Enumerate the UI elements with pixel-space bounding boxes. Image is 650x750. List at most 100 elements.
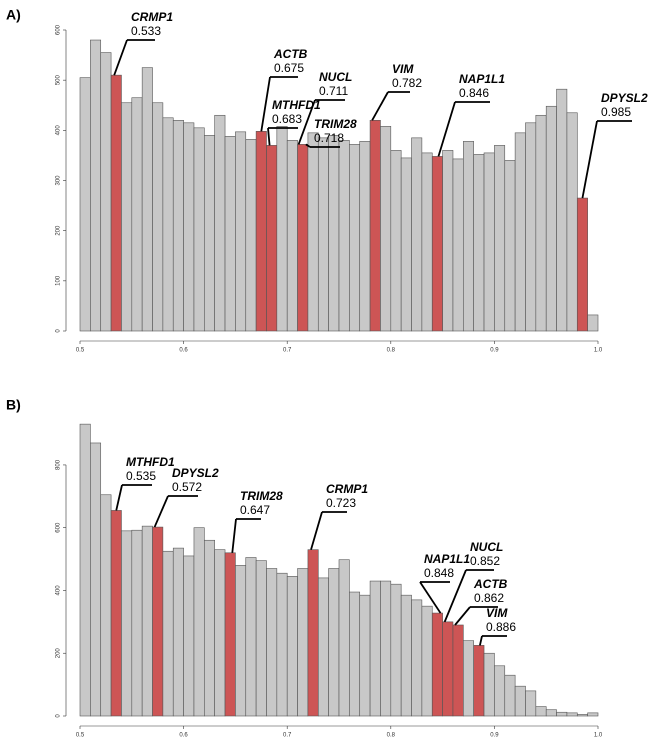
y-tick-label: 400 — [56, 585, 62, 596]
annotation-gene: DPYSL2 — [172, 466, 219, 480]
bar — [525, 122, 537, 332]
bar — [162, 550, 174, 717]
annotation-value: 0.852 — [470, 554, 500, 568]
bar — [110, 510, 122, 717]
leader-line — [267, 127, 271, 146]
bar — [421, 152, 433, 332]
annotation-value: 0.683 — [272, 112, 302, 126]
bar — [100, 52, 112, 332]
bar — [431, 612, 443, 717]
bar — [141, 67, 153, 332]
bar — [349, 144, 361, 332]
bar — [452, 624, 464, 717]
bar — [152, 526, 164, 717]
bar — [545, 105, 557, 332]
bar — [286, 576, 298, 717]
leader-line — [260, 76, 271, 132]
x-tick-label: 0.8 — [387, 733, 396, 739]
bar — [338, 140, 350, 332]
x-tick-label: 0.8 — [387, 348, 396, 354]
bar — [224, 552, 236, 717]
bar — [525, 690, 537, 717]
bar — [452, 158, 464, 332]
leader-line — [479, 635, 483, 646]
leader-line — [443, 569, 467, 623]
annotation-value: 0.723 — [326, 496, 356, 510]
annotation-value: 0.848 — [424, 566, 454, 580]
bar — [390, 150, 402, 332]
bar — [235, 565, 247, 717]
bar — [110, 74, 122, 332]
y-tick-label: 600 — [56, 24, 62, 35]
bar — [504, 674, 516, 717]
bar — [214, 549, 226, 717]
bar — [369, 580, 381, 717]
bar — [317, 577, 329, 717]
bar — [90, 442, 102, 717]
leader-line — [310, 511, 323, 550]
bar — [463, 640, 474, 717]
y-tick-label: 0 — [56, 714, 62, 718]
bar — [514, 685, 526, 717]
bar — [328, 568, 340, 717]
annotation-gene: CRMP1 — [326, 482, 368, 496]
x-tick-label: 1.0 — [594, 733, 603, 739]
annotation-gene: TRIM28 — [314, 117, 357, 131]
y-tick-label: 0 — [56, 329, 62, 333]
bar — [224, 136, 236, 332]
bar — [297, 144, 309, 332]
bar — [349, 591, 361, 717]
bar — [204, 135, 215, 332]
y-tick-label: 200 — [56, 648, 62, 659]
bar — [483, 652, 495, 717]
bar — [121, 102, 133, 332]
bar — [359, 594, 371, 717]
annotation-gene: NAP1L1 — [424, 552, 470, 566]
leader-line — [153, 495, 169, 528]
leader-line — [113, 39, 128, 76]
bar — [131, 529, 143, 717]
bar — [431, 156, 443, 332]
bar — [494, 145, 506, 332]
annotation-value: 0.572 — [172, 480, 202, 494]
annotation-value: 0.718 — [314, 131, 344, 145]
bar — [276, 572, 288, 717]
bar — [131, 97, 143, 332]
annotation-gene: CRMP1 — [131, 10, 173, 24]
annotation-value: 0.711 — [319, 84, 348, 98]
bar — [369, 120, 381, 332]
bar — [566, 712, 578, 717]
bar — [535, 114, 547, 332]
y-tick-label: 800 — [56, 459, 62, 470]
leader-line — [581, 120, 598, 199]
bar — [514, 132, 526, 332]
annotation-gene: ACTB — [473, 577, 508, 591]
bar — [380, 580, 392, 717]
annotation-gene: NAP1L1 — [459, 72, 505, 86]
annotation-value: 0.535 — [126, 469, 156, 483]
y-tick-label: 200 — [56, 225, 62, 236]
y-tick-label: 600 — [56, 522, 62, 533]
bar — [307, 132, 319, 332]
annotation-gene: VIM — [486, 606, 508, 620]
panel-label: A) — [6, 7, 21, 23]
bar — [193, 527, 205, 717]
annotation-value: 0.647 — [240, 503, 270, 517]
leader-line — [305, 143, 311, 148]
bar — [100, 494, 112, 717]
bar — [494, 665, 506, 717]
bar — [317, 137, 329, 332]
bar — [556, 711, 568, 717]
bar — [266, 145, 278, 332]
bar — [255, 131, 267, 332]
annotation-value: 0.985 — [601, 105, 631, 119]
leader-line — [419, 581, 442, 614]
bar — [535, 706, 547, 717]
bar — [307, 549, 319, 717]
bar — [400, 157, 412, 332]
bar — [442, 150, 454, 332]
y-tick-label: 400 — [56, 125, 62, 136]
bar — [162, 117, 174, 332]
bar — [411, 137, 423, 332]
